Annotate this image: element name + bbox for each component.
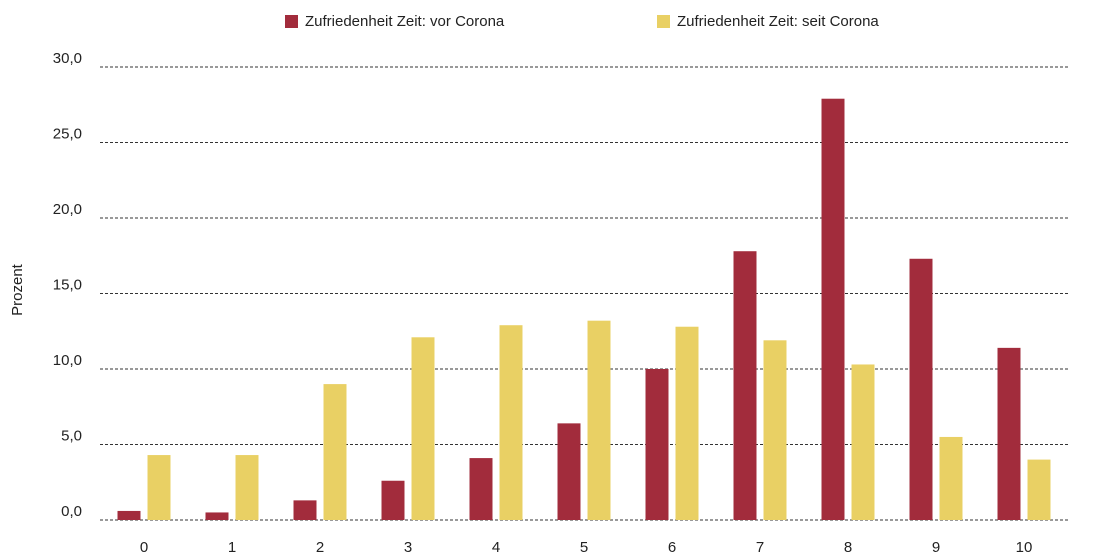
- bar: [469, 458, 493, 520]
- bar: [205, 512, 229, 520]
- x-tick-label: 6: [668, 539, 676, 556]
- bar: [997, 347, 1021, 520]
- bar: [323, 384, 347, 520]
- bar: [117, 510, 141, 520]
- bar: [499, 325, 523, 520]
- bar: [851, 364, 875, 520]
- bar: [821, 98, 845, 521]
- bar: [909, 258, 933, 520]
- x-tick-label: 5: [580, 539, 588, 556]
- x-tick-label: 4: [492, 539, 500, 556]
- y-tick-label: 25,0: [53, 125, 82, 142]
- bar: [557, 423, 581, 520]
- legend-label: Zufriedenheit Zeit: seit Corona: [677, 13, 879, 30]
- legend-swatch: [657, 15, 670, 28]
- y-tick-label: 15,0: [53, 276, 82, 293]
- x-tick-label: 0: [140, 539, 148, 556]
- y-tick-label: 20,0: [53, 201, 82, 218]
- x-tick-label: 10: [1016, 539, 1033, 556]
- y-tick-label: 5,0: [61, 427, 82, 444]
- legend-swatch: [285, 15, 298, 28]
- bar: [675, 326, 699, 520]
- bar: [293, 500, 317, 520]
- x-tick-label: 1: [228, 539, 236, 556]
- x-tick-label: 2: [316, 539, 324, 556]
- bar: [733, 251, 757, 520]
- bar: [939, 436, 963, 520]
- bar: [235, 455, 259, 520]
- bar: [381, 480, 405, 520]
- y-tick-label: 10,0: [53, 352, 82, 369]
- x-tick-label: 3: [404, 539, 412, 556]
- bar: [763, 340, 787, 520]
- x-tick-label: 7: [756, 539, 764, 556]
- legend-label: Zufriedenheit Zeit: vor Corona: [305, 13, 505, 30]
- bar: [587, 320, 611, 520]
- x-tick-label: 9: [932, 539, 940, 556]
- y-tick-label: 0,0: [61, 503, 82, 520]
- bar: [147, 455, 171, 520]
- y-tick-label: 30,0: [53, 50, 82, 67]
- bar: [1027, 459, 1051, 520]
- bar: [645, 369, 669, 520]
- bar: [411, 337, 435, 520]
- y-axis-label: Prozent: [9, 263, 26, 316]
- x-tick-label: 8: [844, 539, 852, 556]
